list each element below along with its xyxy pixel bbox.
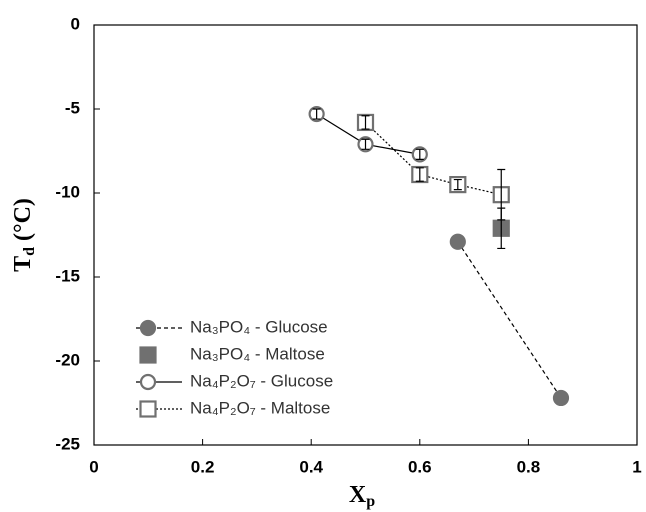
x-tick-label: 0	[89, 457, 98, 476]
legend-marker	[139, 373, 157, 391]
y-tick-label: -25	[55, 434, 80, 453]
y-label-sub: d	[21, 247, 38, 256]
y-tick-label: -10	[55, 182, 80, 201]
marker	[552, 389, 570, 407]
y-label-main: T	[10, 256, 36, 272]
x-label-sub: p	[366, 493, 375, 510]
legend-label: Na₃PO₄ - Maltose	[190, 344, 325, 363]
y-tick-label: -15	[55, 266, 80, 285]
error-bar	[312, 108, 321, 120]
x-tick-label: 0.8	[517, 457, 541, 476]
y-tick-label: 0	[71, 14, 80, 33]
error-bar	[415, 167, 424, 182]
x-tick-label: 0.4	[299, 457, 323, 476]
y-label-rest: (°C)	[10, 198, 36, 247]
x-tick-label: 0.2	[191, 457, 215, 476]
y-axis-label: Td (°C)	[10, 198, 38, 272]
y-tick-label: -20	[55, 350, 80, 369]
error-bar	[361, 138, 370, 150]
legend-label: Na₄P₂O₇ - Maltose	[190, 398, 330, 417]
y-tick-label: -5	[65, 98, 80, 117]
x-label-main: X	[349, 482, 367, 508]
error-bar	[361, 115, 370, 130]
x-tick-label: 1	[632, 457, 641, 476]
legend-marker	[139, 400, 157, 418]
series-line	[365, 122, 502, 196]
legend-label: Na₄P₂O₇ - Glucose	[190, 371, 333, 390]
legend-marker	[139, 346, 157, 364]
plot-frame	[93, 24, 638, 446]
error-bar	[497, 168, 506, 221]
error-bar	[415, 148, 424, 160]
x-tick-label: 0.6	[408, 457, 432, 476]
legend-marker	[139, 319, 157, 337]
marker	[449, 233, 466, 250]
error-bar	[453, 178, 462, 191]
series-line	[457, 241, 562, 399]
x-axis-label: Xp	[349, 482, 375, 510]
legend-label: Na₃PO₄ - Glucose	[190, 317, 328, 336]
